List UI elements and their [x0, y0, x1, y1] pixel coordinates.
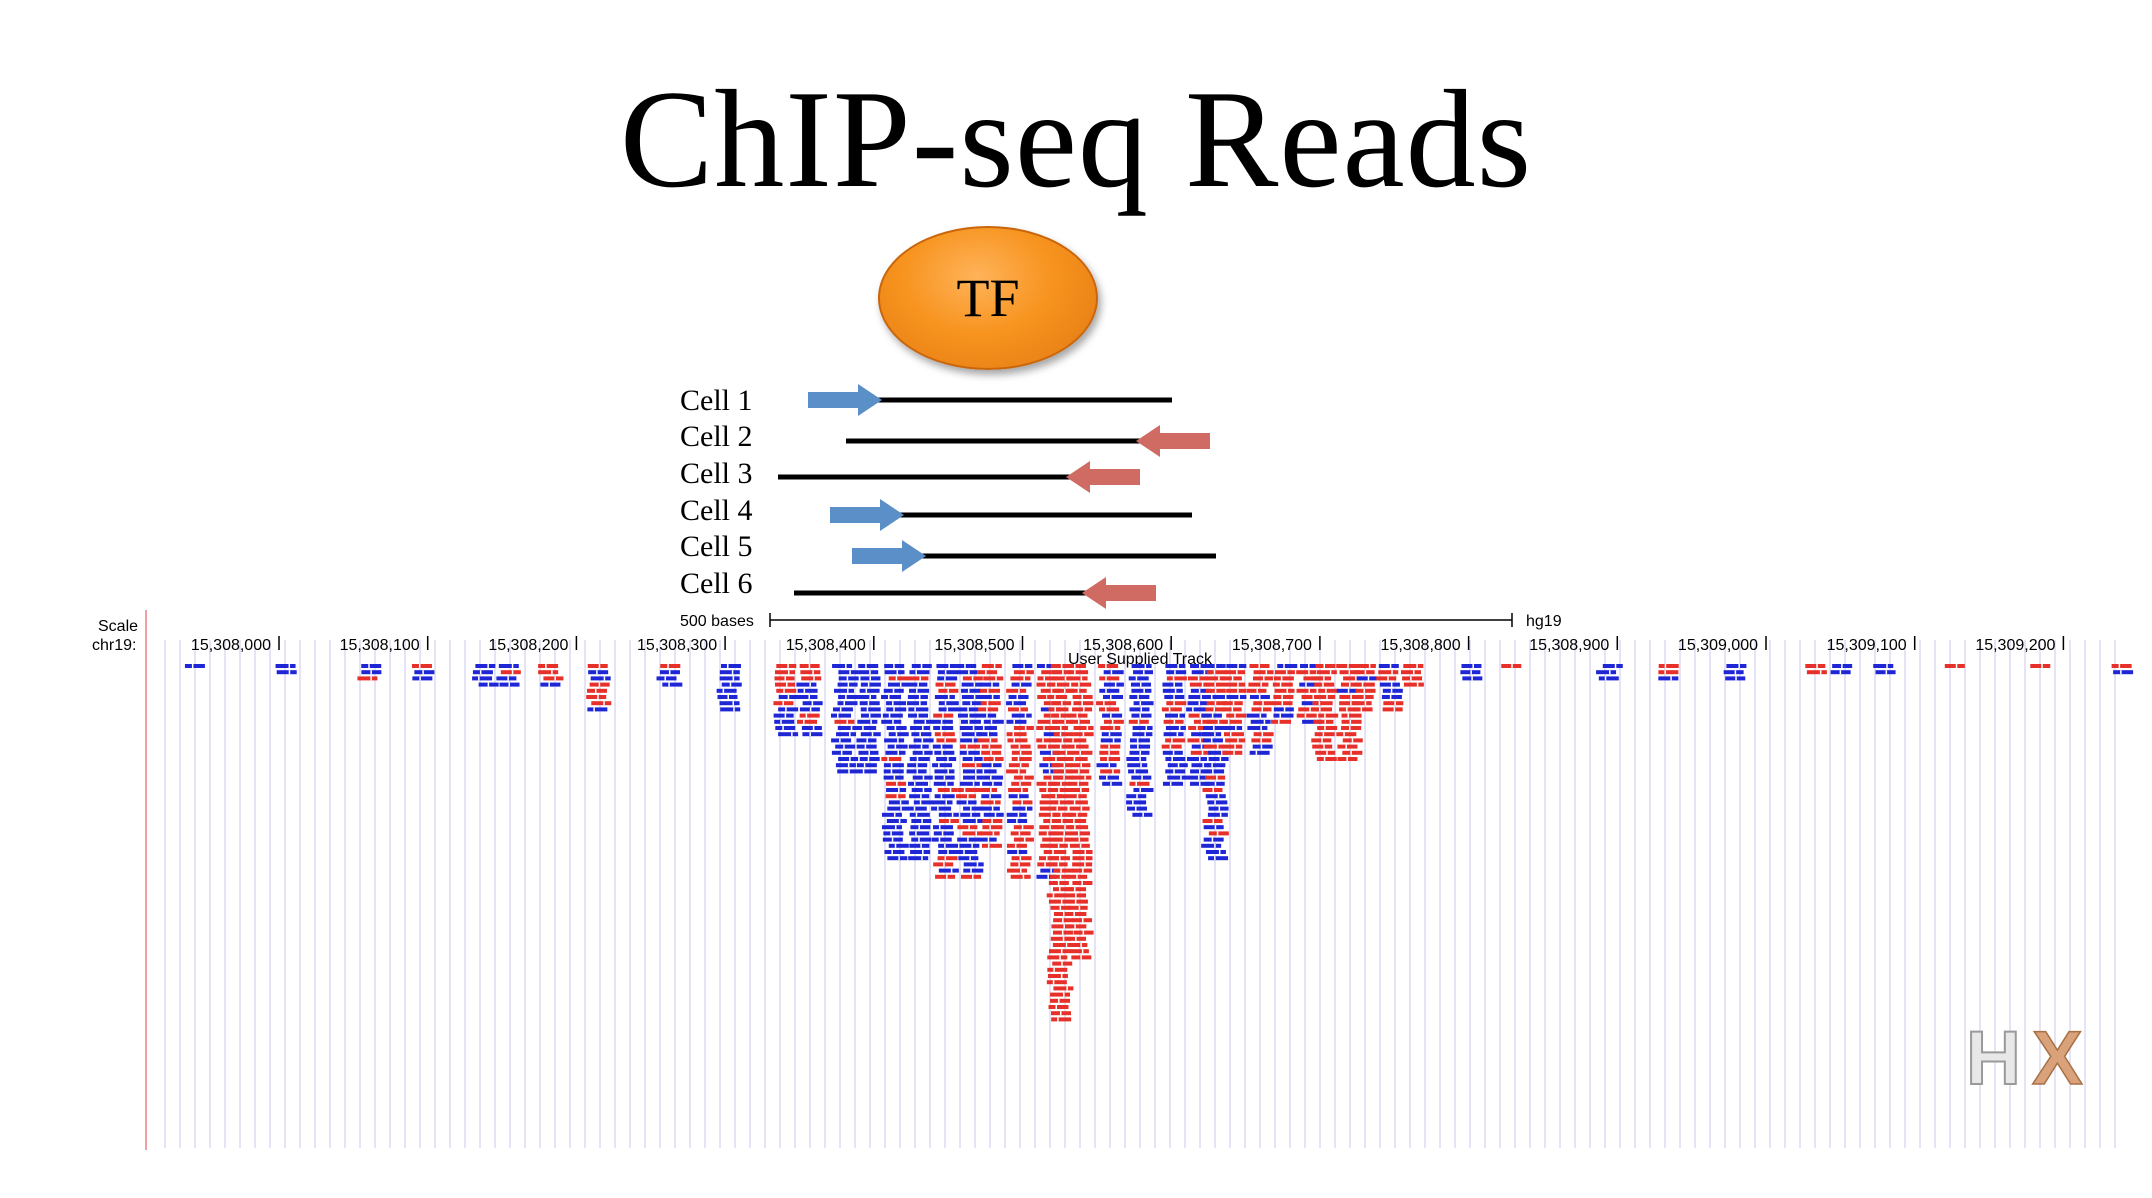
reverse-arrow-icon: [1136, 425, 1210, 457]
position-label: 15,308,200: [488, 637, 568, 654]
position-ticks: 15,308,000 15,308,100 15,308,200 15,308,300…: [191, 636, 2065, 654]
position-label: 15,308,100: [340, 637, 420, 654]
position-label: 15,308,500: [934, 637, 1014, 654]
position-label: 15,308,400: [786, 637, 866, 654]
genome-browser-track: Scale chr19: 500 bases hg19 15,308,000 15…: [92, 610, 2134, 1150]
position-label: 15,308,300: [637, 637, 717, 654]
scalebar-label: 500 bases: [680, 613, 754, 630]
chrom-label: chr19:: [92, 637, 136, 654]
cell-1-fragment: [808, 384, 1172, 416]
cell-fragments: [778, 384, 1216, 609]
logo-watermark: H X: [1965, 1015, 2084, 1094]
cell-6-label: Cell 6: [680, 567, 753, 600]
position-label: 15,309,200: [1975, 637, 2055, 654]
position-label: 15,308,700: [1232, 637, 1312, 654]
slide-title: ChIP-seq Reads: [619, 62, 1533, 217]
svg-text:H: H: [1966, 1016, 2021, 1094]
position-label: 15,308,600: [1083, 637, 1163, 654]
scale-label: Scale: [98, 618, 138, 635]
cell-6-fragment: [794, 577, 1156, 609]
svg-text:X: X: [2032, 1016, 2083, 1094]
cell-4-label: Cell 4: [680, 494, 753, 527]
cell-4-fragment: [830, 499, 1192, 531]
cell-5-fragment: [852, 540, 1216, 572]
grid-lines: [164, 640, 2116, 1148]
scalebar: 500 bases hg19: [680, 613, 1562, 630]
track-name: User Supplied Track: [1068, 651, 1213, 668]
reverse-arrow-icon: [1066, 461, 1140, 493]
cell-5-label: Cell 5: [680, 530, 753, 563]
reverse-arrow-icon: [1082, 577, 1156, 609]
forward-arrow-icon: [830, 499, 904, 531]
forward-arrow-icon: [852, 540, 926, 572]
cell-2-fragment: [846, 425, 1210, 457]
cell-3-fragment: [778, 461, 1140, 493]
forward-arrow-icon: [808, 384, 882, 416]
position-label: 15,309,100: [1827, 637, 1907, 654]
position-label: 15,308,000: [191, 637, 271, 654]
position-label: 15,308,800: [1381, 637, 1461, 654]
reads-pileup: [184, 664, 2134, 1022]
cell-3-label: Cell 3: [680, 457, 753, 490]
cell-2-label: Cell 2: [680, 420, 753, 453]
tf-label: TF: [956, 268, 1020, 328]
cell-1-label: Cell 1: [680, 384, 753, 417]
position-label: 15,309,000: [1678, 637, 1758, 654]
transcription-factor-oval: TF: [878, 226, 1098, 370]
position-label: 15,308,900: [1529, 637, 1609, 654]
assembly-label: hg19: [1526, 613, 1562, 630]
